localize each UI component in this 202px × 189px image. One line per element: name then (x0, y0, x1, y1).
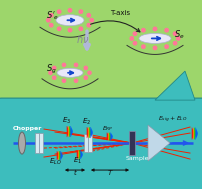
Text: $S_g$: $S_g$ (46, 63, 57, 76)
Bar (128, 131, 134, 155)
Bar (87, 134, 92, 152)
Circle shape (84, 66, 87, 70)
Circle shape (74, 79, 77, 82)
Text: Sample: Sample (125, 156, 149, 161)
Circle shape (89, 19, 93, 22)
Ellipse shape (57, 68, 83, 77)
Circle shape (87, 14, 90, 17)
Circle shape (68, 28, 71, 32)
Text: $T$: $T$ (106, 168, 113, 177)
Ellipse shape (56, 15, 84, 26)
Circle shape (84, 76, 87, 79)
Text: $E_{RP}$: $E_{RP}$ (102, 124, 113, 133)
Circle shape (153, 27, 156, 31)
Circle shape (164, 45, 167, 48)
Polygon shape (154, 71, 194, 100)
Circle shape (129, 37, 133, 40)
Circle shape (153, 46, 156, 50)
Text: $t$: $t$ (72, 167, 77, 177)
Circle shape (164, 29, 167, 32)
Text: $E_2$: $E_2$ (82, 117, 91, 127)
Circle shape (79, 27, 82, 30)
Circle shape (62, 63, 65, 67)
Text: $E_1$: $E_1$ (73, 156, 82, 166)
FancyBboxPatch shape (0, 98, 202, 189)
Circle shape (49, 14, 53, 17)
Text: T-axis: T-axis (109, 10, 129, 16)
Circle shape (87, 71, 91, 74)
Circle shape (49, 23, 53, 27)
Circle shape (173, 41, 176, 45)
Circle shape (141, 29, 144, 32)
Circle shape (133, 32, 136, 35)
Ellipse shape (138, 33, 170, 43)
Bar (84, 134, 87, 152)
Text: $E_{sig}+E_{LO}$: $E_{sig}+E_{LO}$ (157, 115, 187, 125)
FancyBboxPatch shape (0, 0, 202, 106)
Circle shape (79, 10, 82, 13)
Text: $E_3$: $E_3$ (62, 116, 71, 126)
Circle shape (176, 37, 179, 40)
Circle shape (57, 27, 61, 30)
Circle shape (57, 10, 61, 13)
Bar (39, 133, 43, 153)
Circle shape (141, 45, 144, 48)
Text: $E_{LO}$: $E_{LO}$ (48, 157, 61, 167)
Circle shape (74, 63, 77, 67)
Circle shape (68, 9, 71, 12)
Text: $h\nu$: $h\nu$ (76, 33, 89, 46)
Ellipse shape (18, 132, 25, 154)
Polygon shape (147, 125, 169, 161)
Bar (35, 133, 39, 153)
Circle shape (173, 32, 176, 35)
Circle shape (52, 76, 56, 79)
Text: Chopper: Chopper (13, 126, 42, 131)
Text: $S'_e$: $S'_e$ (46, 9, 59, 22)
Circle shape (62, 79, 65, 82)
Circle shape (49, 71, 52, 74)
Text: $S_e$: $S_e$ (173, 28, 184, 41)
Circle shape (52, 66, 56, 70)
Circle shape (133, 41, 136, 45)
Circle shape (46, 19, 50, 22)
Circle shape (87, 23, 90, 27)
